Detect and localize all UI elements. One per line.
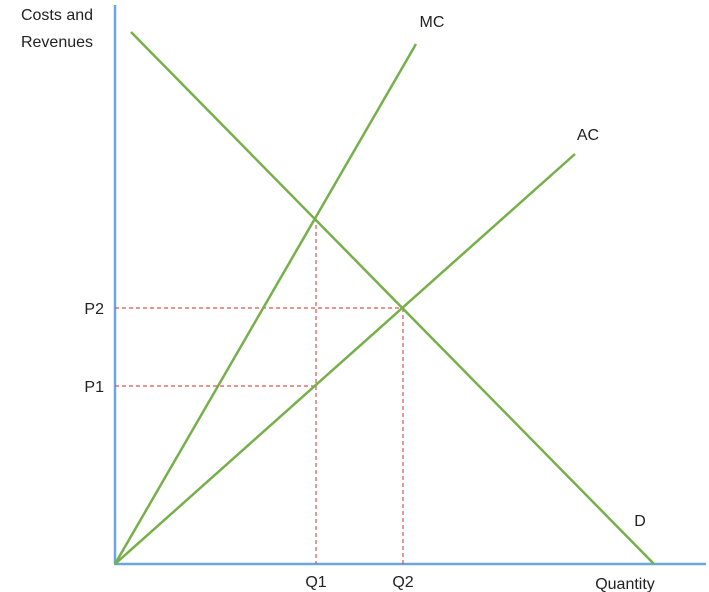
p2-label: P2 — [84, 301, 104, 318]
p1-label: P1 — [84, 379, 104, 396]
d-label: D — [634, 513, 646, 530]
q2-label: Q2 — [392, 574, 413, 591]
x-axis-label: Quantity — [595, 576, 655, 592]
ac-label: AC — [577, 127, 599, 144]
mc-curve — [113, 43, 418, 565]
ac-curve — [114, 153, 576, 565]
mc-label: MC — [420, 14, 445, 31]
y-axis-label-line1: Costs and — [21, 7, 93, 24]
q1-label: Q1 — [305, 574, 326, 591]
y-axis-label-line2: Revenues — [21, 34, 93, 51]
demand-curve — [130, 31, 655, 565]
